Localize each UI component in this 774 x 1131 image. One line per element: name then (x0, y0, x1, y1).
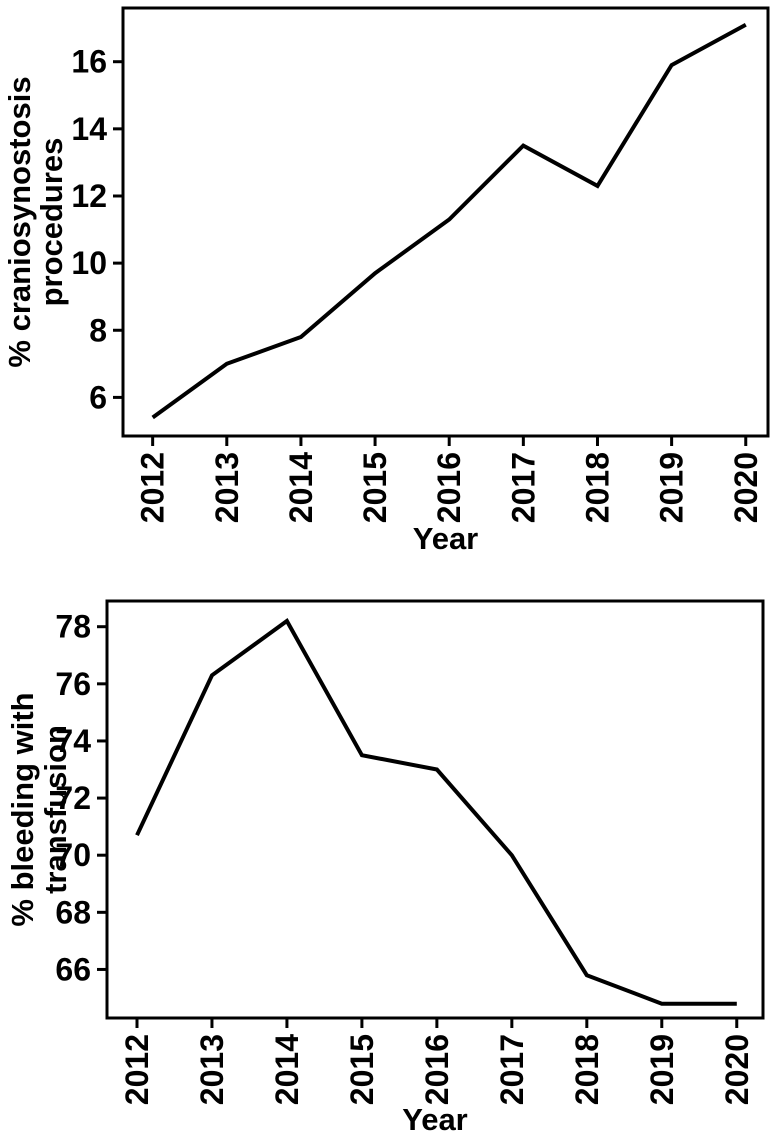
x-tick-label: 2013 (209, 452, 245, 523)
craniosynostosis-chart-svg: 6 8 10 12 14 16 2012 2013 2014 2015 2016 2017 2018 20… (2, 6, 770, 556)
y-tick-label: 10 (71, 245, 107, 281)
x-tick-label: 2019 (654, 452, 690, 523)
y-tick-label: 72 (55, 780, 91, 816)
y-tick-label: 6 (89, 379, 107, 415)
y-axis-label: % craniosynostosis (2, 76, 37, 367)
y-tick-label: 76 (55, 666, 91, 702)
x-tick-label: 2013 (194, 1034, 230, 1105)
y-axis-label: % bleeding with (5, 692, 40, 926)
x-tick-label: 2014 (283, 452, 319, 523)
bleeding-transfusion-chart-svg: 66 68 70 72 74 76 78 2012 2013 2014 2015 2016 2017 20… (5, 599, 765, 1131)
x-tick-label: 2016 (431, 452, 467, 523)
data-line (135, 618, 737, 1006)
y-axis-label: procedures (34, 138, 69, 307)
x-tick-label: 2015 (344, 1034, 380, 1105)
bleeding-transfusion-trend-chart: 66 68 70 72 74 76 78 2012 2013 2014 2015 2016 2017 20… (0, 570, 774, 1131)
y-tick-label: 74 (55, 723, 91, 759)
y-axis-label: transfusion (38, 725, 73, 894)
x-tick-label: 2020 (719, 1034, 755, 1105)
y-tick-label: 70 (55, 837, 91, 873)
x-tick-label: 2019 (644, 1034, 680, 1105)
x-tick-label: 2020 (728, 452, 764, 523)
y-tick-label: 12 (71, 178, 107, 214)
y-tick-label: 16 (71, 44, 107, 80)
x-tick-label: 2012 (135, 452, 171, 523)
x-axis-label: Year (402, 1102, 468, 1131)
y-tick-label: 78 (55, 609, 91, 645)
x-tick-label: 2018 (579, 452, 615, 523)
x-tick-label: 2014 (269, 1034, 305, 1105)
x-tick-label: 2018 (569, 1034, 605, 1105)
data-line (151, 23, 747, 420)
y-tick-label: 8 (89, 312, 107, 348)
plot-border (105, 599, 765, 1020)
craniosynostosis-trend-chart: 6 8 10 12 14 16 2012 2013 2014 2015 2016 2017 2018 20… (2, 6, 770, 556)
y-tick-label: 66 (55, 951, 91, 987)
x-tick-label: 2017 (494, 1034, 530, 1105)
y-tick-label: 14 (71, 111, 107, 147)
x-tick-label: 2012 (119, 1034, 155, 1105)
x-tick-label: 2017 (505, 452, 541, 523)
y-tick-label: 68 (55, 894, 91, 930)
x-tick-label: 2016 (419, 1034, 455, 1105)
plot-border (121, 6, 770, 438)
x-axis-label: Year (413, 521, 479, 556)
x-tick-label: 2015 (357, 452, 393, 523)
